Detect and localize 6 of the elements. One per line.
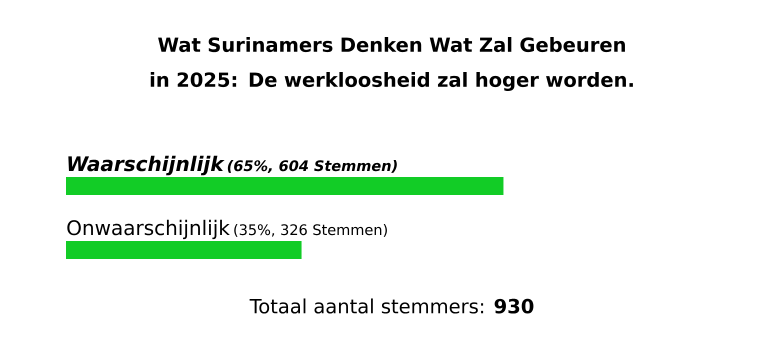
chart-title: Wat Surinamers Denken Wat Zal Gebeuren in 2025: De werkloosheid zal hoger worden.: [150, 36, 633, 92]
data-label: (65%, 604 Stemmen): [228, 160, 397, 174]
y-tick-label: Waarschijnlijk: [68, 156, 225, 176]
y-tick-label: Onwaarschijnlijk: [67, 220, 230, 240]
data-label: (35%, 326 Stemmen): [234, 224, 387, 237]
text: Totaal aantal stemmers: 930: [250, 298, 534, 314]
